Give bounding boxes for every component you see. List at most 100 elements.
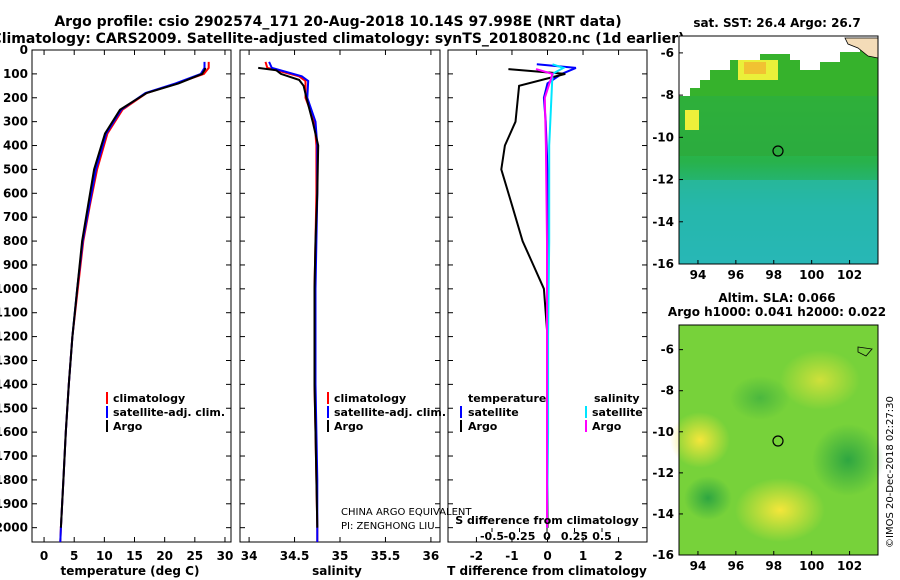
lat-tick-label: -8 [661, 88, 674, 102]
x-tick-label: 0 [40, 549, 48, 563]
legend-s-argo: Argo [592, 420, 622, 433]
legend-salinity-title: salinity [594, 392, 640, 405]
lat-tick-label: -6 [661, 343, 674, 357]
legend-climatology: climatology [113, 392, 185, 405]
x-tick-label: 15 [126, 549, 143, 563]
depth-tick-label: 2000 [0, 521, 28, 535]
sst-cool-band [679, 180, 878, 264]
x-tick-label: 0 [543, 549, 551, 563]
depth-tick-label: 200 [3, 91, 28, 105]
lon-tick-label: 96 [728, 559, 745, 573]
legend-argo: Argo [113, 420, 143, 433]
lon-tick-label: 102 [837, 268, 862, 282]
s-tick-label: 0 [543, 530, 551, 543]
lat-tick-label: -14 [652, 507, 674, 521]
lat-tick-label: -12 [652, 466, 674, 480]
sst-float-marker [772, 145, 784, 157]
lon-tick-label: 98 [765, 559, 782, 573]
lat-tick-label: -16 [652, 257, 674, 271]
depth-tick-label: 1400 [0, 377, 28, 391]
x-tick-label: 1 [579, 549, 587, 563]
legend-satellite-adj: satellite-adj. clim. [334, 406, 446, 419]
temperature-panel-frame [31, 49, 232, 543]
s-tick-label: -0.5 [480, 530, 504, 543]
credit-pi: PI: ZENGHONG LIU [341, 521, 435, 532]
s-difference-axis-label: S difference from climatology [455, 514, 639, 527]
lon-tick-label: 94 [690, 268, 707, 282]
s-tick-label: -0.25 [504, 530, 536, 543]
sla-map-ticks: -6 -8 -10 -12 -14 -16 94 96 98 100 102 [652, 343, 862, 573]
x-tick-label: 20 [156, 549, 173, 563]
series-line-argo [59, 67, 207, 528]
x-tick-label: 5 [70, 549, 78, 563]
series-line-argo [258, 66, 320, 528]
x-tick-label: 36 [423, 549, 440, 563]
s-tick-label: 0.5 [592, 530, 612, 543]
x-tick-label: 10 [96, 549, 113, 563]
lon-tick-label: 100 [799, 268, 824, 282]
x-tick-label: 35.5 [371, 549, 401, 563]
temperature-legend: climatology satellite-adj. clim. Argo [106, 392, 225, 433]
x-tick-label: 30 [217, 549, 234, 563]
x-tick-label: 34.5 [280, 549, 310, 563]
imos-watermark: ©IMOS 20-Dec-2018 02:27:30 [885, 396, 896, 548]
lon-tick-label: 94 [690, 559, 707, 573]
x-tick-label: 35 [332, 549, 349, 563]
x-tick-label: 34 [241, 549, 258, 563]
profile-lines [59, 61, 577, 543]
x-tick-label: 2 [614, 549, 622, 563]
sla-map-title-1: Altim. SLA: 0.066 [718, 291, 835, 305]
depth-tick-label: 1800 [0, 473, 28, 487]
sla-island [857, 346, 873, 357]
sst-map-ticks: -6 -8 -10 -12 -14 -16 94 96 98 100 102 [652, 46, 862, 282]
depth-tick-label: 1500 [0, 401, 28, 415]
depth-tick-label: 1000 [0, 282, 28, 296]
sst-warm-spot [685, 110, 699, 130]
legend-t-satellite: satellite [468, 406, 519, 419]
legend-climatology: climatology [334, 392, 406, 405]
lon-tick-label: 96 [728, 268, 745, 282]
sla-map-frame [678, 324, 879, 556]
lon-tick-label: 100 [799, 559, 824, 573]
sla-map: -6 -8 -10 -12 -14 -16 94 96 98 100 102 [652, 324, 884, 573]
depth-tick-label: 1600 [0, 425, 28, 439]
depth-tick-label: 0 [20, 43, 28, 57]
depth-tick-label: 1200 [0, 330, 28, 344]
depth-tick-label: 300 [3, 115, 28, 129]
sst-map-title: sat. SST: 26.4 Argo: 26.7 [693, 16, 860, 30]
depth-tick-label: 700 [3, 210, 28, 224]
sla-map-title-2: Argo h1000: 0.041 h2000: 0.022 [668, 305, 886, 319]
salinity-legend: climatology satellite-adj. clim. Argo [327, 392, 446, 433]
depth-tick-label: 1900 [0, 497, 28, 511]
lat-tick-label: -10 [652, 425, 674, 439]
sla-high-south [735, 478, 825, 542]
depth-tick-label: 500 [3, 162, 28, 176]
depth-tick-label: 100 [3, 67, 28, 81]
lat-tick-label: -6 [661, 46, 674, 60]
salinity-x-axis: 34 34.5 35 35.5 36 [241, 50, 440, 563]
difference-legend: temperature satellite Argo salinity sate… [460, 392, 643, 433]
salinity-panel-frame [239, 49, 441, 543]
legend-satellite-adj: satellite-adj. clim. [113, 406, 225, 419]
lat-tick-label: -14 [652, 215, 674, 229]
sst-map: -6 -8 -10 -12 -14 -16 94 96 98 100 102 [652, 35, 879, 282]
legend-t-argo: Argo [468, 420, 498, 433]
lon-tick-label: 102 [837, 559, 862, 573]
depth-tick-label: 1700 [0, 449, 28, 463]
legend-argo: Argo [334, 420, 364, 433]
temperature-x-axis: 0 5 10 15 20 25 30 [40, 50, 233, 563]
sst-hot-patch [744, 62, 766, 74]
t-difference-axis-label: T difference from climatology [447, 564, 647, 578]
depth-tick-label: 600 [3, 186, 28, 200]
legend-temperature-title: temperature [468, 392, 546, 405]
sla-float-marker [772, 435, 784, 447]
temperature-axis-label: temperature (deg C) [61, 564, 200, 578]
salinity-axis-label: salinity [312, 564, 362, 578]
sst-map-frame [678, 35, 879, 265]
x-tick-label: 25 [186, 549, 203, 563]
sla-high-west [670, 412, 730, 468]
lon-tick-label: 98 [765, 268, 782, 282]
sla-low-sw [684, 476, 732, 520]
depth-tick-label: 1300 [0, 353, 28, 367]
